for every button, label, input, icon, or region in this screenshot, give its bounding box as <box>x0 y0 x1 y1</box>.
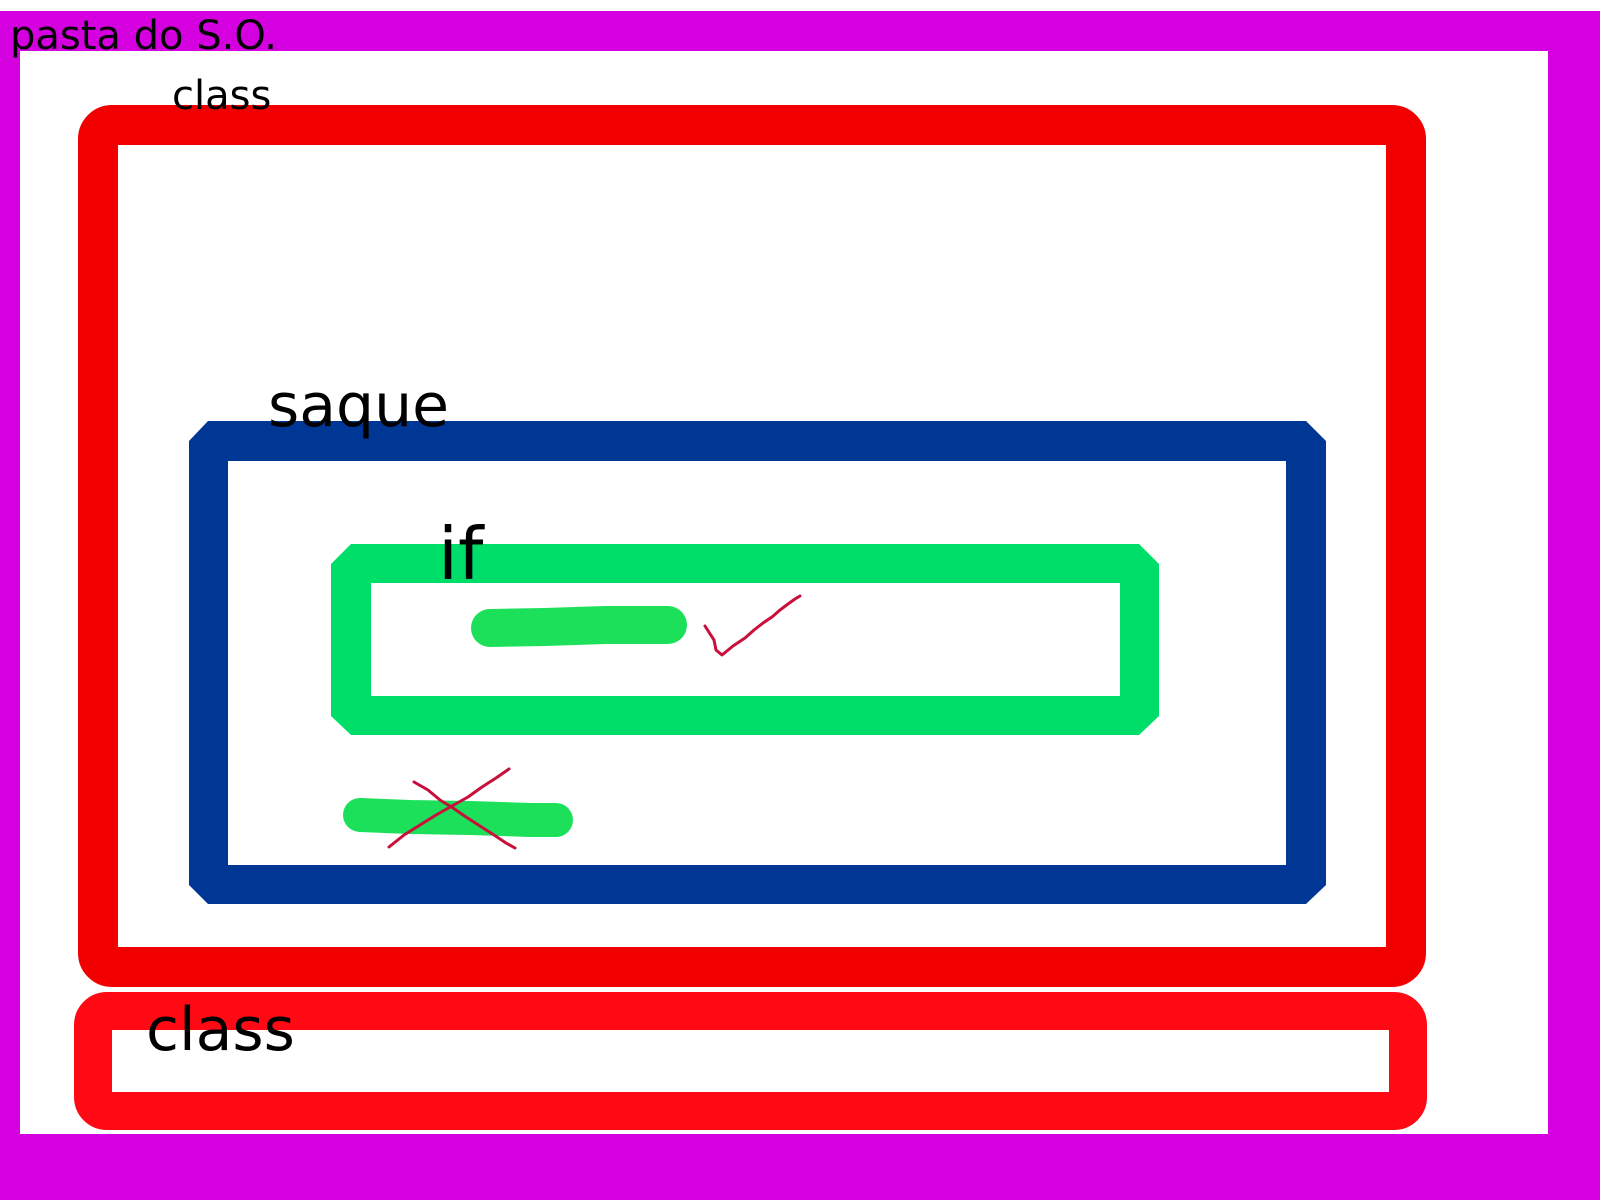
code-line-outside-if <box>343 798 573 837</box>
second-class-label: class <box>146 995 295 1065</box>
check-icon <box>703 594 802 657</box>
code-line-inside-if <box>471 606 687 647</box>
os-folder-label: pasta do S.O. <box>10 13 277 59</box>
class-box <box>78 105 1426 987</box>
second-class-box <box>74 992 1427 1130</box>
if-block-label: if <box>438 512 484 596</box>
class-label: class <box>172 73 272 119</box>
cross-icon <box>387 767 517 850</box>
method-saque-label: saque <box>268 371 450 441</box>
